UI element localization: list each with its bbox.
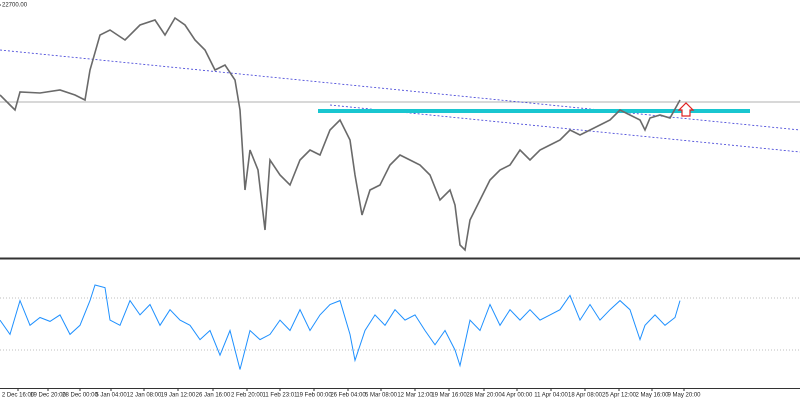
x-tick-label: 4 Apr 00:00 [502, 393, 533, 399]
x-tick-label: 28 Mar 20:00 [466, 393, 502, 399]
x-tick-label: 19 Dec 20:00 [30, 393, 66, 399]
y-tick-label: 22700.00 [2, 3, 28, 9]
x-tick-label: 2 Dec 16:00 [2, 393, 35, 399]
trendline [329, 104, 800, 153]
x-tick-label: 18 Apr 08:00 [568, 393, 603, 399]
x-tick-label: 12 Jan 08:00 [127, 393, 162, 399]
x-tick-label: 19 Feb 00:00 [296, 393, 332, 399]
series-line [0, 16, 681, 252]
x-tick-label: 26 Jan 16:00 [196, 393, 231, 399]
x-tick-label: 25 Apr 12:00 [602, 393, 637, 399]
x-tick-label: 26 Feb 04:00 [330, 393, 366, 399]
x-tick-label: 2 Feb 20:00 [231, 393, 264, 399]
x-tick-label: 2 May 16:00 [635, 393, 669, 399]
x-tick-label: 11 Apr 04:00 [534, 393, 568, 399]
x-tick-label: 19 Jan 12:00 [161, 393, 196, 399]
up-arrow [677, 102, 695, 117]
x-tick-label: 12 Mar 12:00 [397, 393, 433, 399]
x-tick-label: 28 Dec 00:00 [62, 393, 98, 399]
x-tick-label: 5 Jan 04:00 [95, 393, 127, 399]
x-tick-label: 5 Mar 08:00 [365, 393, 398, 399]
x-tick-label: 11 Feb 23:01 [263, 393, 299, 399]
x-tick-label: 19 Mar 16:00 [431, 393, 467, 399]
x-tick-label: 9 May 20:00 [667, 393, 701, 399]
series-line [0, 284, 681, 370]
signal-arrow [677, 102, 695, 117]
